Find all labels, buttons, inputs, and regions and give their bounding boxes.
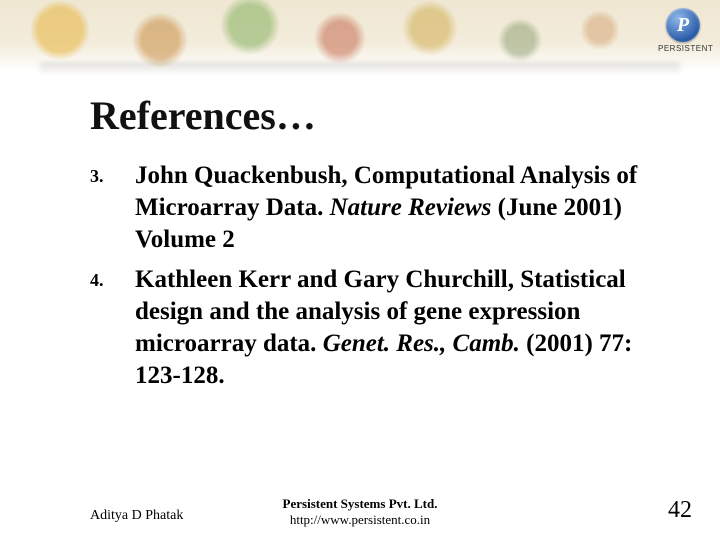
page-number: 42 xyxy=(668,497,692,524)
list-item: 4. Kathleen Kerr and Gary Churchill, Sta… xyxy=(90,264,670,392)
ref-number: 3. xyxy=(90,160,135,256)
list-item: 3. John Quackenbush, Computational Analy… xyxy=(90,160,670,256)
page-title: References… xyxy=(90,92,316,139)
brand-logo: P PERSISTENT xyxy=(658,8,708,53)
footer-org: Persistent Systems Pvt. Ltd. xyxy=(0,496,720,512)
ref-italic: Nature Reviews xyxy=(330,194,492,221)
logo-mark: P xyxy=(666,8,700,42)
ref-number: 4. xyxy=(90,264,135,392)
slide: P PERSISTENT References… 3. John Quacken… xyxy=(0,0,720,540)
ref-italic: Genet. Res., Camb. xyxy=(323,330,520,357)
ref-text: Kathleen Kerr and Gary Churchill, Statis… xyxy=(135,264,670,392)
ref-text: John Quackenbush, Computational Analysis… xyxy=(135,160,670,256)
footer-url: http://www.persistent.co.in xyxy=(0,512,720,528)
footer-center: Persistent Systems Pvt. Ltd. http://www.… xyxy=(0,496,720,529)
logo-brand-text: PERSISTENT xyxy=(658,44,708,53)
footer: Aditya D Phatak Persistent Systems Pvt. … xyxy=(0,490,720,530)
header-shadow xyxy=(40,62,680,76)
references-list: 3. John Quackenbush, Computational Analy… xyxy=(90,160,670,400)
logo-glyph: P xyxy=(677,14,689,37)
